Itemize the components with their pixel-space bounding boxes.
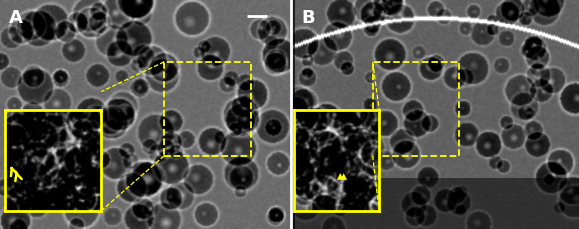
Bar: [373, 62, 459, 156]
Bar: [164, 62, 251, 156]
Text: B: B: [301, 9, 314, 27]
Text: A: A: [9, 9, 23, 27]
